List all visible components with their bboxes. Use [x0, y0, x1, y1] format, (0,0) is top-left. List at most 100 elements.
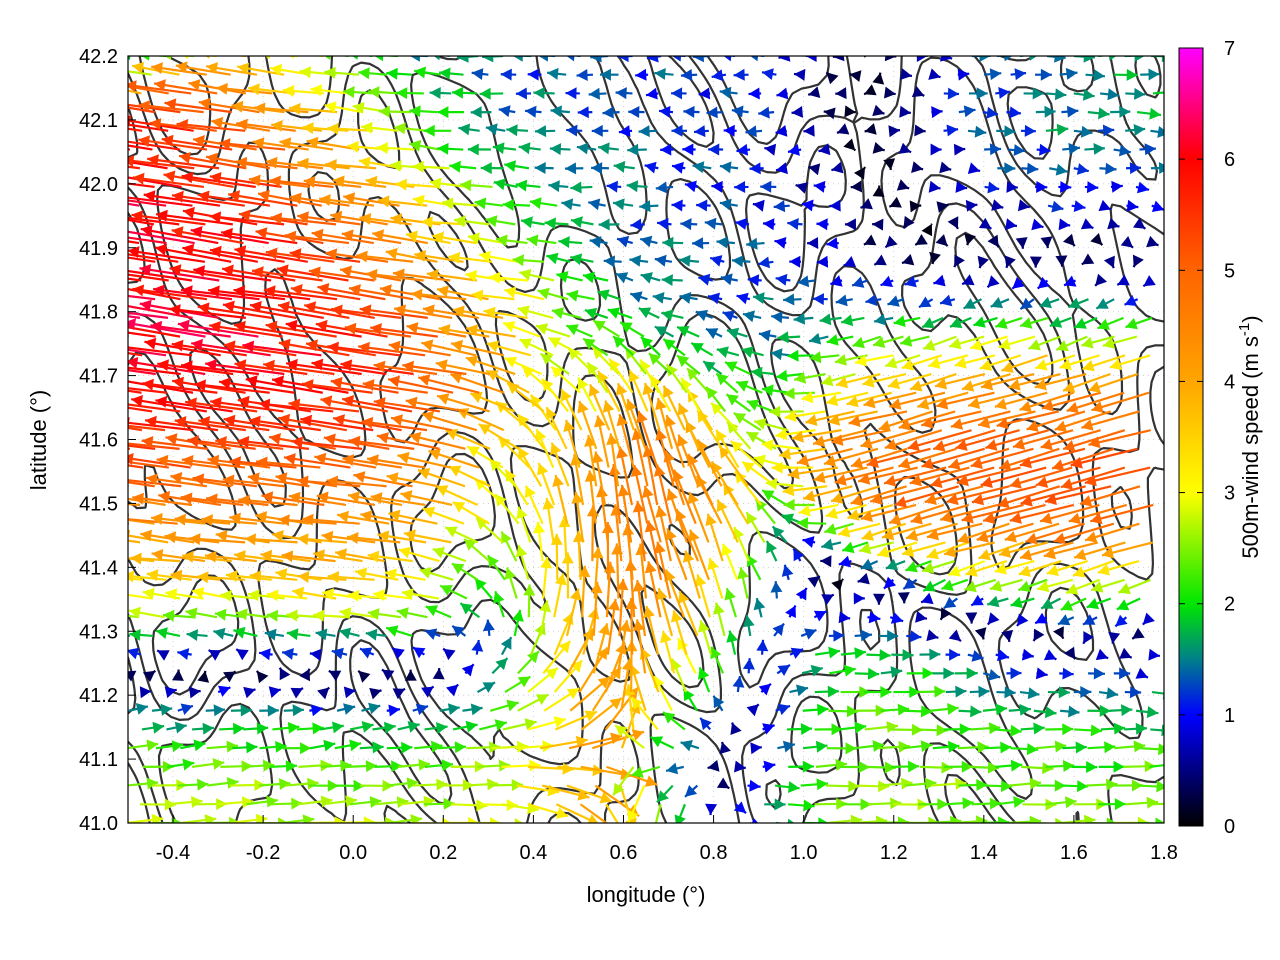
- wind-arrow-head: [50, 283, 62, 295]
- wind-arrow-head: [860, 629, 872, 642]
- wind-arrow: [592, 729, 645, 750]
- wind-arrow-head: [887, 630, 899, 642]
- wind-arrow-head: [800, 723, 813, 735]
- wind-arrow: [412, 646, 426, 659]
- wind-arrow: [655, 505, 672, 562]
- wind-arrow: [266, 589, 308, 602]
- wind-arrow-head: [182, 550, 194, 563]
- wind-arrow: [1065, 578, 1101, 595]
- wind-arrow: [839, 721, 867, 734]
- wind-arrow: [1001, 629, 1014, 643]
- wind-arrow-head: [171, 817, 183, 823]
- wind-arrow-head: [139, 686, 152, 699]
- wind-arrow-head: [777, 703, 790, 716]
- wind-arrow: [943, 596, 958, 610]
- wind-arrow-head: [643, 606, 655, 619]
- wind-arrow: [296, 722, 324, 735]
- wind-arrow: [271, 530, 322, 544]
- wind-arrow: [889, 612, 904, 624]
- wind-arrow-head: [360, 647, 373, 659]
- wind-arrow-head: [223, 671, 236, 683]
- wind-arrow: [840, 647, 866, 660]
- wind-arrow-head: [1131, 779, 1143, 792]
- wind-arrow-head: [1058, 686, 1070, 699]
- wind-arrow-head: [385, 568, 397, 581]
- wind-arrow: [932, 667, 955, 680]
- wind-arrow: [774, 781, 800, 793]
- wind-arrow-head: [540, 557, 553, 569]
- wind-arrow: [839, 761, 870, 773]
- wind-arrow-head: [70, 473, 82, 485]
- wind-arrow-head: [157, 650, 170, 661]
- wind-arrow: [565, 588, 582, 637]
- wind-arrow-head: [285, 760, 297, 773]
- wind-arrow: [627, 785, 646, 823]
- wind-arrow: [1124, 686, 1142, 699]
- wind-arrow: [569, 676, 611, 712]
- wind-arrow: [1018, 578, 1048, 592]
- wind-arrow-head: [381, 669, 395, 681]
- wind-arrow-shaft: [1149, 764, 1164, 768]
- wind-arrow: [1095, 648, 1109, 661]
- wind-arrow: [631, 765, 661, 778]
- wind-arrow-head: [1004, 686, 1016, 699]
- wind-arrow-head: [793, 548, 805, 562]
- wind-arrow: [486, 554, 506, 581]
- wind-arrow-head: [267, 589, 279, 602]
- wind-arrow: [461, 663, 475, 677]
- wind-arrow-head: [55, 395, 67, 407]
- wind-arrow-head: [631, 697, 644, 710]
- wind-arrow-shaft: [87, 591, 126, 598]
- wind-arrow-head: [442, 817, 452, 823]
- wind-arrow-head: [854, 721, 867, 734]
- wind-arrow: [374, 796, 409, 809]
- wind-arrow-head: [1000, 741, 1012, 754]
- wind-arrow-shaft: [128, 534, 169, 544]
- wind-arrow: [151, 703, 173, 716]
- wind-arrow-head: [700, 717, 712, 731]
- wind-arrow: [432, 668, 445, 680]
- wind-arrow-head: [860, 558, 874, 570]
- wind-arrow-head: [1026, 743, 1039, 756]
- wind-arrow: [255, 670, 269, 684]
- wind-arrow: [931, 777, 967, 790]
- wind-arrow: [128, 557, 155, 563]
- wind-arrow: [945, 685, 967, 698]
- wind-arrow-head: [454, 741, 466, 754]
- wind-arrow: [876, 541, 918, 558]
- wind-arrow-head: [396, 796, 409, 809]
- wind-arrow-head: [1135, 722, 1147, 735]
- wind-arrow-head: [553, 716, 566, 728]
- wind-arrow: [829, 664, 856, 677]
- wind-arrow-head: [297, 533, 309, 546]
- wind-arrow-head: [1035, 612, 1048, 624]
- wind-arrow-head: [255, 813, 268, 823]
- wind-arrow-head: [1093, 667, 1105, 680]
- wind-arrow-head: [495, 658, 508, 671]
- wind-arrow-head: [353, 779, 365, 792]
- wind-arrow: [219, 722, 245, 735]
- wind-arrow-head: [419, 567, 432, 579]
- wind-arrow-head: [650, 736, 664, 748]
- wind-arrow-head: [114, 265, 126, 277]
- wind-arrow-head: [877, 546, 890, 558]
- wind-arrow-head: [552, 475, 564, 487]
- wind-arrow-head: [795, 587, 807, 601]
- wind-arrow: [965, 612, 978, 624]
- wind-arrow-head: [827, 685, 839, 698]
- wind-arrow-head: [1043, 547, 1056, 560]
- wind-arrow: [789, 647, 804, 659]
- wind-arrow-shaft: [1149, 802, 1164, 806]
- wind-arrow-head: [113, 588, 125, 600]
- wind-arrow: [459, 602, 480, 619]
- wind-arrow-head: [742, 658, 755, 670]
- wind-arrow-head: [372, 741, 384, 754]
- wind-arrow-head: [1137, 816, 1149, 823]
- wind-arrow-head: [244, 533, 256, 546]
- wind-arrow-head: [649, 824, 661, 836]
- wind-arrow: [724, 587, 738, 618]
- wind-arrow: [831, 578, 845, 592]
- wind-arrow: [421, 685, 435, 698]
- wind-arrow: [1018, 560, 1062, 577]
- wind-arrow: [838, 555, 852, 568]
